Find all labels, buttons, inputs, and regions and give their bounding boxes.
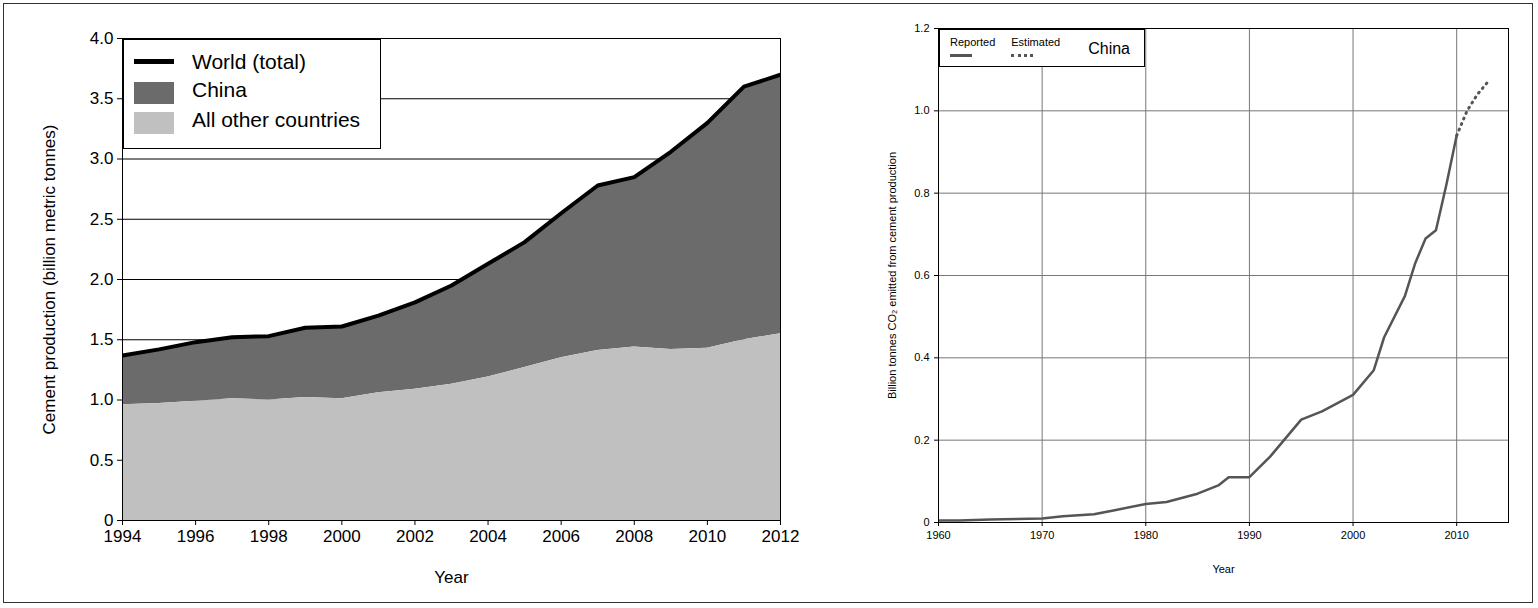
- svg-text:0: 0: [104, 510, 114, 530]
- html-text:Reported: Reported: [950, 36, 996, 48]
- svg-text:1.2: 1.2: [914, 22, 929, 34]
- svg-text:1.5: 1.5: [90, 330, 114, 349]
- svg-text:Year: Year: [1212, 563, 1235, 575]
- svg-text:1960: 1960: [926, 529, 950, 541]
- svg-text:0.2: 0.2: [914, 434, 929, 446]
- html-text:China: China: [1088, 40, 1130, 57]
- svg-text:2012: 2012: [762, 527, 800, 546]
- svg-text:2010: 2010: [1444, 529, 1468, 541]
- svg-text:0.4: 0.4: [914, 351, 929, 363]
- html-text:China: China: [192, 78, 247, 101]
- svg-text:1980: 1980: [1134, 529, 1158, 541]
- svg-text:0.5: 0.5: [90, 451, 114, 470]
- svg-text:2000: 2000: [1341, 529, 1365, 541]
- svg-text:1.0: 1.0: [914, 104, 929, 116]
- html-text:All other countries: All other countries: [192, 108, 361, 131]
- svg-text:0.6: 0.6: [914, 269, 929, 281]
- svg-text:1998: 1998: [250, 527, 288, 546]
- svg-text:1990: 1990: [1237, 529, 1261, 541]
- svg-text:0: 0: [923, 516, 929, 528]
- svg-text:0.8: 0.8: [914, 187, 929, 199]
- svg-text:2000: 2000: [323, 527, 361, 546]
- svg-text:2.0: 2.0: [90, 270, 114, 289]
- html-text:World (total): World (total): [192, 50, 306, 73]
- svg-text:1970: 1970: [1030, 529, 1054, 541]
- svg-text:Cement production (billion met: Cement production (billion metric tonnes…: [40, 125, 59, 435]
- svg-text:2004: 2004: [469, 527, 507, 546]
- svg-text:2010: 2010: [688, 527, 726, 546]
- svg-text:3.5: 3.5: [90, 89, 114, 108]
- svg-text:1996: 1996: [177, 527, 215, 546]
- svg-text:2006: 2006: [542, 527, 580, 546]
- html-text:Estimated: Estimated: [1011, 36, 1061, 48]
- svg-text:1.0: 1.0: [90, 390, 114, 409]
- svg-text:2.5: 2.5: [90, 210, 114, 229]
- svg-text:2008: 2008: [615, 527, 653, 546]
- svg-text:3.0: 3.0: [90, 149, 114, 168]
- svg-text:Year: Year: [434, 568, 469, 587]
- svg-text:4.0: 4.0: [90, 29, 114, 48]
- svg-text:2002: 2002: [396, 527, 434, 546]
- svg-text:1994: 1994: [104, 527, 142, 546]
- svg-text:Billion tonnes CO₂ emitted fro: Billion tonnes CO₂ emitted from cement p…: [886, 152, 898, 399]
